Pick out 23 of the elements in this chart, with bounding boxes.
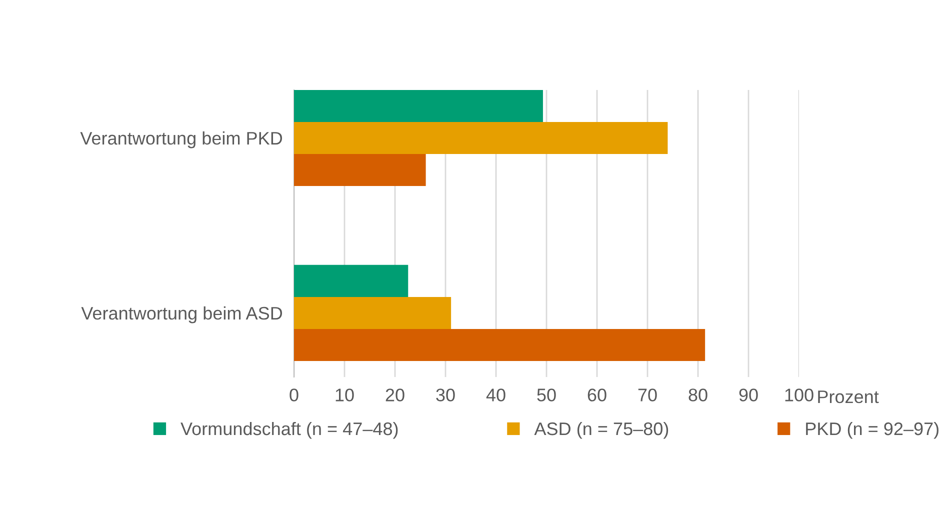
x-tick-label: 20 [386,388,404,402]
bar [294,296,452,329]
bar [294,122,668,154]
x-tick-label: 40 [486,388,506,402]
x-tick-label: 90 [739,388,758,402]
bar [294,328,706,361]
x-tick-label: 100 [785,388,814,402]
x-tick-label: 30 [436,388,455,402]
x-tick-label: 10 [336,388,354,402]
x-tick-label: 50 [537,388,556,402]
legend-label: ASD (n = 75–80) [534,422,668,439]
bar [294,264,408,297]
bar [294,154,426,186]
legend-label: Vormundschaft (n = 47–48) [180,422,398,439]
x-tick-label: 0 [290,388,298,402]
y-tick-label: Verantwortung beim ASD [81,306,282,324]
x-tick-label: 70 [638,388,657,402]
x-tick-label: 80 [688,388,708,402]
x-tick-label: 60 [588,388,606,402]
legend-label: PKD (n = 92–97) [806,422,938,439]
x-axis-title: Prozent [818,390,879,404]
bar [294,90,543,122]
y-tick-label: Verantwortung beim PKD [80,131,282,148]
